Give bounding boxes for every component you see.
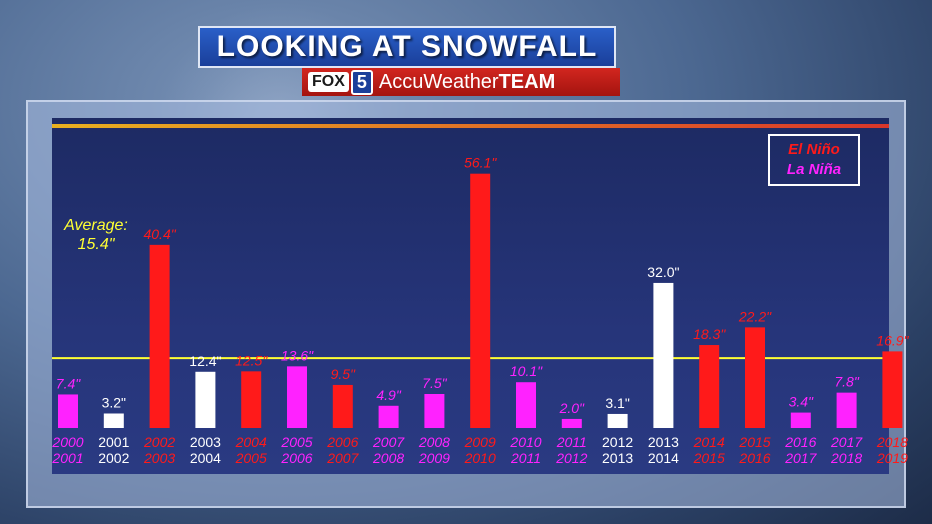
bar-9 (470, 173, 491, 428)
channel-five-logo: 5 (350, 69, 373, 95)
value-label-15: 22.2" (738, 308, 772, 324)
season-label-7-1: 2008 (372, 450, 404, 466)
value-label-14: 18.3" (693, 326, 726, 342)
value-label-2: 40.4" (143, 226, 176, 242)
value-label-7: 4.9" (376, 387, 401, 403)
brand-banner: FOX 5 AccuWeather TEAM (302, 68, 620, 96)
value-label-11: 2.0" (559, 400, 585, 416)
season-label-17-0: 2017 (830, 434, 863, 450)
value-label-4: 12.5" (235, 352, 268, 368)
bar-10 (516, 382, 536, 428)
season-label-11-0: 2011 (556, 434, 587, 450)
season-label-6-1: 2007 (326, 450, 359, 466)
season-label-1-0: 2001 (98, 434, 129, 450)
bar-2 (149, 244, 170, 428)
season-label-11-1: 2012 (555, 450, 587, 466)
season-label-8-0: 2008 (418, 434, 450, 450)
bar-8 (424, 394, 445, 428)
value-label-1: 3.2" (102, 394, 126, 410)
bar-14 (699, 345, 720, 428)
chart-title: LOOKING AT SNOWFALL (216, 30, 598, 63)
season-label-9-0: 2009 (464, 434, 496, 450)
legend-el-nino: El Niño (788, 141, 840, 158)
season-label-4-0: 2004 (235, 434, 267, 450)
legend: El Niño La Niña (768, 134, 860, 186)
accuweather-text: AccuWeather (378, 70, 499, 93)
bar-11 (561, 418, 582, 428)
value-label-18: 16.9" (876, 332, 909, 348)
season-label-13-0: 2013 (648, 434, 679, 450)
value-label-16: 3.4" (789, 394, 814, 410)
legend-la-nina: La Niña (786, 161, 842, 178)
panel-top-stripe (52, 124, 889, 128)
average-label: Average: (63, 217, 128, 234)
bars-group: 7.4"200020013.2"2001200240.4"2002200312.… (51, 155, 909, 466)
bar-3 (195, 371, 216, 428)
season-label-16-0: 2016 (784, 434, 816, 450)
value-label-8: 7.5" (422, 375, 447, 391)
bar-7 (378, 405, 399, 428)
bar-18 (882, 351, 903, 428)
bar-16 (790, 412, 811, 428)
value-label-13: 32.0" (647, 264, 679, 280)
bar-6 (332, 384, 353, 428)
season-label-3-0: 2003 (190, 434, 221, 450)
bar-0 (58, 394, 78, 428)
season-label-9-1: 2010 (464, 450, 496, 466)
season-label-14-0: 2014 (693, 434, 725, 450)
season-label-18-0: 2018 (876, 434, 908, 450)
season-label-14-1: 2015 (693, 450, 725, 466)
season-label-4-1: 2005 (235, 450, 267, 466)
season-label-13-1: 2014 (648, 450, 679, 466)
value-label-9: 56.1" (464, 155, 497, 171)
season-label-12-0: 2012 (602, 434, 633, 450)
season-label-2-1: 2003 (143, 450, 175, 466)
season-label-16-1: 2017 (784, 450, 817, 466)
value-label-0: 7.4" (56, 375, 81, 391)
bar-17 (836, 392, 857, 428)
value-label-5: 13.6" (281, 347, 314, 363)
bar-15 (745, 327, 765, 428)
value-label-10: 10.1" (510, 363, 543, 379)
fox-logo: FOX (308, 72, 349, 92)
season-label-10-1: 2011 (510, 450, 541, 466)
bar-4 (241, 371, 262, 428)
value-label-12: 3.1" (605, 395, 629, 411)
bar-13 (653, 282, 674, 428)
team-text: TEAM (498, 70, 556, 93)
season-label-3-1: 2004 (190, 450, 221, 466)
season-label-5-0: 2005 (280, 434, 312, 450)
season-label-7-0: 2007 (372, 434, 405, 450)
season-label-12-1: 2013 (602, 450, 633, 466)
season-label-8-1: 2009 (418, 450, 450, 466)
season-label-6-0: 2006 (326, 434, 358, 450)
value-label-3: 12.4" (189, 353, 221, 369)
bar-12 (607, 413, 628, 428)
season-label-0-1: 2001 (51, 450, 83, 466)
season-label-1-1: 2002 (98, 450, 129, 466)
season-label-18-1: 2019 (876, 450, 908, 466)
value-label-6: 9.5" (331, 366, 356, 382)
average-value-label: 15.4" (78, 236, 116, 253)
title-banner: LOOKING AT SNOWFALL (198, 26, 616, 68)
bar-5 (287, 366, 307, 428)
season-label-10-0: 2010 (509, 434, 541, 450)
season-label-0-0: 2000 (51, 434, 83, 450)
value-label-17: 7.8" (834, 374, 859, 390)
season-label-15-1: 2016 (738, 450, 770, 466)
bar-1 (103, 413, 124, 428)
season-label-2-0: 2002 (143, 434, 175, 450)
season-label-5-1: 2006 (280, 450, 312, 466)
season-label-15-0: 2015 (738, 434, 770, 450)
season-label-17-1: 2018 (830, 450, 862, 466)
